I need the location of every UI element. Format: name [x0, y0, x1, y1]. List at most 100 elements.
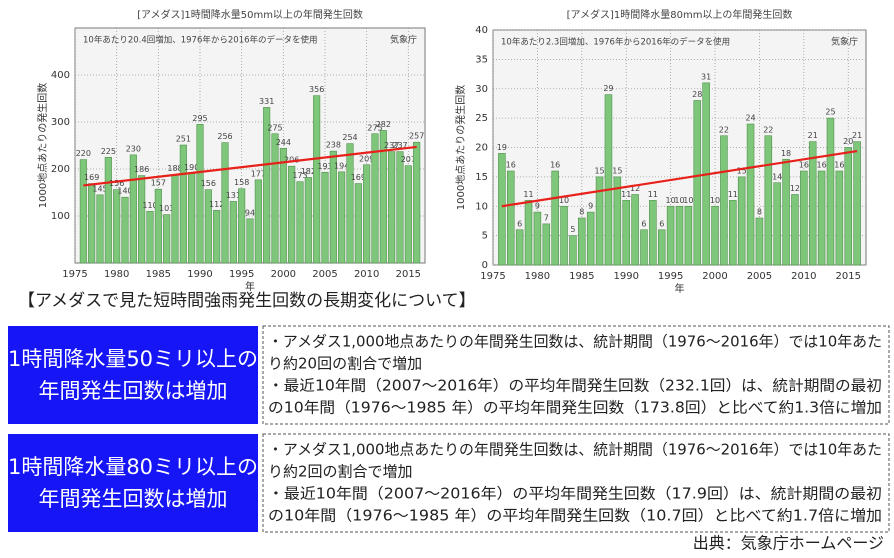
bar: [321, 171, 329, 264]
label-text: 1時間降水量80ミリ以上の: [8, 455, 258, 479]
bar: [121, 196, 129, 264]
data-label: 21: [852, 131, 862, 140]
data-label: 190: [184, 163, 199, 172]
data-label: 15: [737, 166, 747, 175]
y-tick-label: 10: [475, 201, 488, 212]
data-label: 209: [359, 154, 374, 163]
x-tick-label: 2000: [271, 269, 296, 280]
bar: [104, 156, 112, 264]
label-text: 年間発生回数は増加: [39, 487, 228, 511]
bar: [515, 229, 524, 266]
data-label: 19: [497, 143, 507, 152]
data-label: 10: [710, 196, 720, 205]
x-tick-label: 2005: [747, 271, 772, 282]
bar: [737, 176, 746, 266]
bar: [649, 200, 657, 266]
y-tick-label: 40: [475, 25, 488, 36]
bar: [755, 217, 764, 266]
x-tick-label: 1975: [480, 271, 505, 282]
bar: [113, 189, 121, 264]
y-tick-label: 15: [475, 172, 488, 183]
x-tick-label: 2010: [791, 271, 816, 282]
data-label: 182: [301, 167, 316, 176]
x-tick-label: 2010: [354, 269, 379, 280]
bar: [764, 135, 773, 266]
bar: [254, 179, 262, 264]
x-tick-label: 1980: [104, 269, 129, 280]
bar: [684, 205, 693, 266]
bar: [826, 117, 835, 266]
bar: [773, 182, 781, 266]
data-label: 238: [326, 141, 341, 150]
source: 出典：気象庁ホームページ: [693, 534, 884, 553]
data-label: 230: [126, 144, 141, 153]
bar: [196, 124, 204, 264]
data-label: 282: [376, 120, 391, 129]
data-label: 8: [757, 208, 762, 217]
annotation: 10年あたり2.3回増加、1976年から2016年のデータを使用: [501, 37, 730, 48]
data-label: 22: [719, 125, 729, 134]
x-tick-label: 1995: [229, 269, 254, 280]
bar: [79, 159, 87, 264]
data-label: 28: [692, 90, 702, 99]
x-tick-label: 1975: [62, 269, 87, 280]
data-label: 14: [772, 172, 782, 181]
y-tick-label: 200: [51, 164, 70, 175]
data-label: 275: [367, 123, 382, 132]
data-label: 9: [535, 202, 540, 211]
bar: [179, 144, 187, 264]
data-label: 15: [612, 166, 622, 175]
data-label: 9: [588, 202, 593, 211]
bar: [363, 164, 371, 264]
trend-line: [83, 145, 417, 187]
x-tick-label: 2015: [396, 269, 421, 280]
bar: [800, 170, 808, 266]
data-label: 16: [550, 161, 560, 170]
data-label: 12: [630, 184, 640, 193]
bar: [88, 183, 96, 264]
y-tick-label: 20: [475, 143, 488, 154]
data-label: 157: [151, 179, 166, 188]
data-label: 207: [401, 155, 416, 164]
bar: [171, 174, 179, 264]
bar: [246, 218, 254, 264]
bar: [498, 153, 506, 266]
data-label: 10: [559, 196, 569, 205]
y-axis-label: 1000地点あたりの発生回数: [36, 83, 49, 208]
x-axis-label: 年: [245, 280, 255, 293]
bar: [163, 214, 171, 264]
data-label: 237: [392, 141, 407, 150]
data-label: 6: [659, 219, 664, 228]
y-tick-label: 25: [475, 113, 488, 124]
data-label: 12: [790, 184, 800, 193]
bar: [853, 141, 861, 266]
data-label: 237: [384, 141, 399, 150]
data-label: 5: [570, 225, 575, 234]
bar: [729, 200, 737, 266]
data-label: 31: [701, 72, 711, 81]
data-label: 11: [648, 190, 658, 199]
data-label: 24: [745, 114, 755, 123]
bar: [817, 170, 826, 266]
bar: [96, 194, 104, 264]
bar: [569, 235, 577, 266]
bar: [221, 142, 229, 264]
x-tick-label: 2005: [312, 269, 337, 280]
bar: [542, 223, 551, 266]
data-label: 256: [217, 132, 232, 141]
data-label: 16: [506, 161, 516, 170]
data-label: 11: [728, 190, 738, 199]
data-label: 16: [834, 161, 844, 170]
bar: [560, 205, 568, 266]
data-label: 8: [579, 208, 584, 217]
chart-source: 気象庁: [390, 34, 417, 46]
bar: [711, 205, 719, 266]
bar: [720, 135, 728, 266]
bar: [279, 148, 287, 264]
bar: [506, 170, 515, 266]
y-axis-label: 1000地点あたりの発生回数: [454, 85, 467, 210]
y-tick-label: 5: [482, 231, 488, 242]
bullet-line: ・最近10年間（2007～2016年）の平均年間発生回数（232.1回）は、統計…: [268, 377, 882, 395]
data-label: 10: [666, 196, 676, 205]
bar: [551, 170, 559, 266]
